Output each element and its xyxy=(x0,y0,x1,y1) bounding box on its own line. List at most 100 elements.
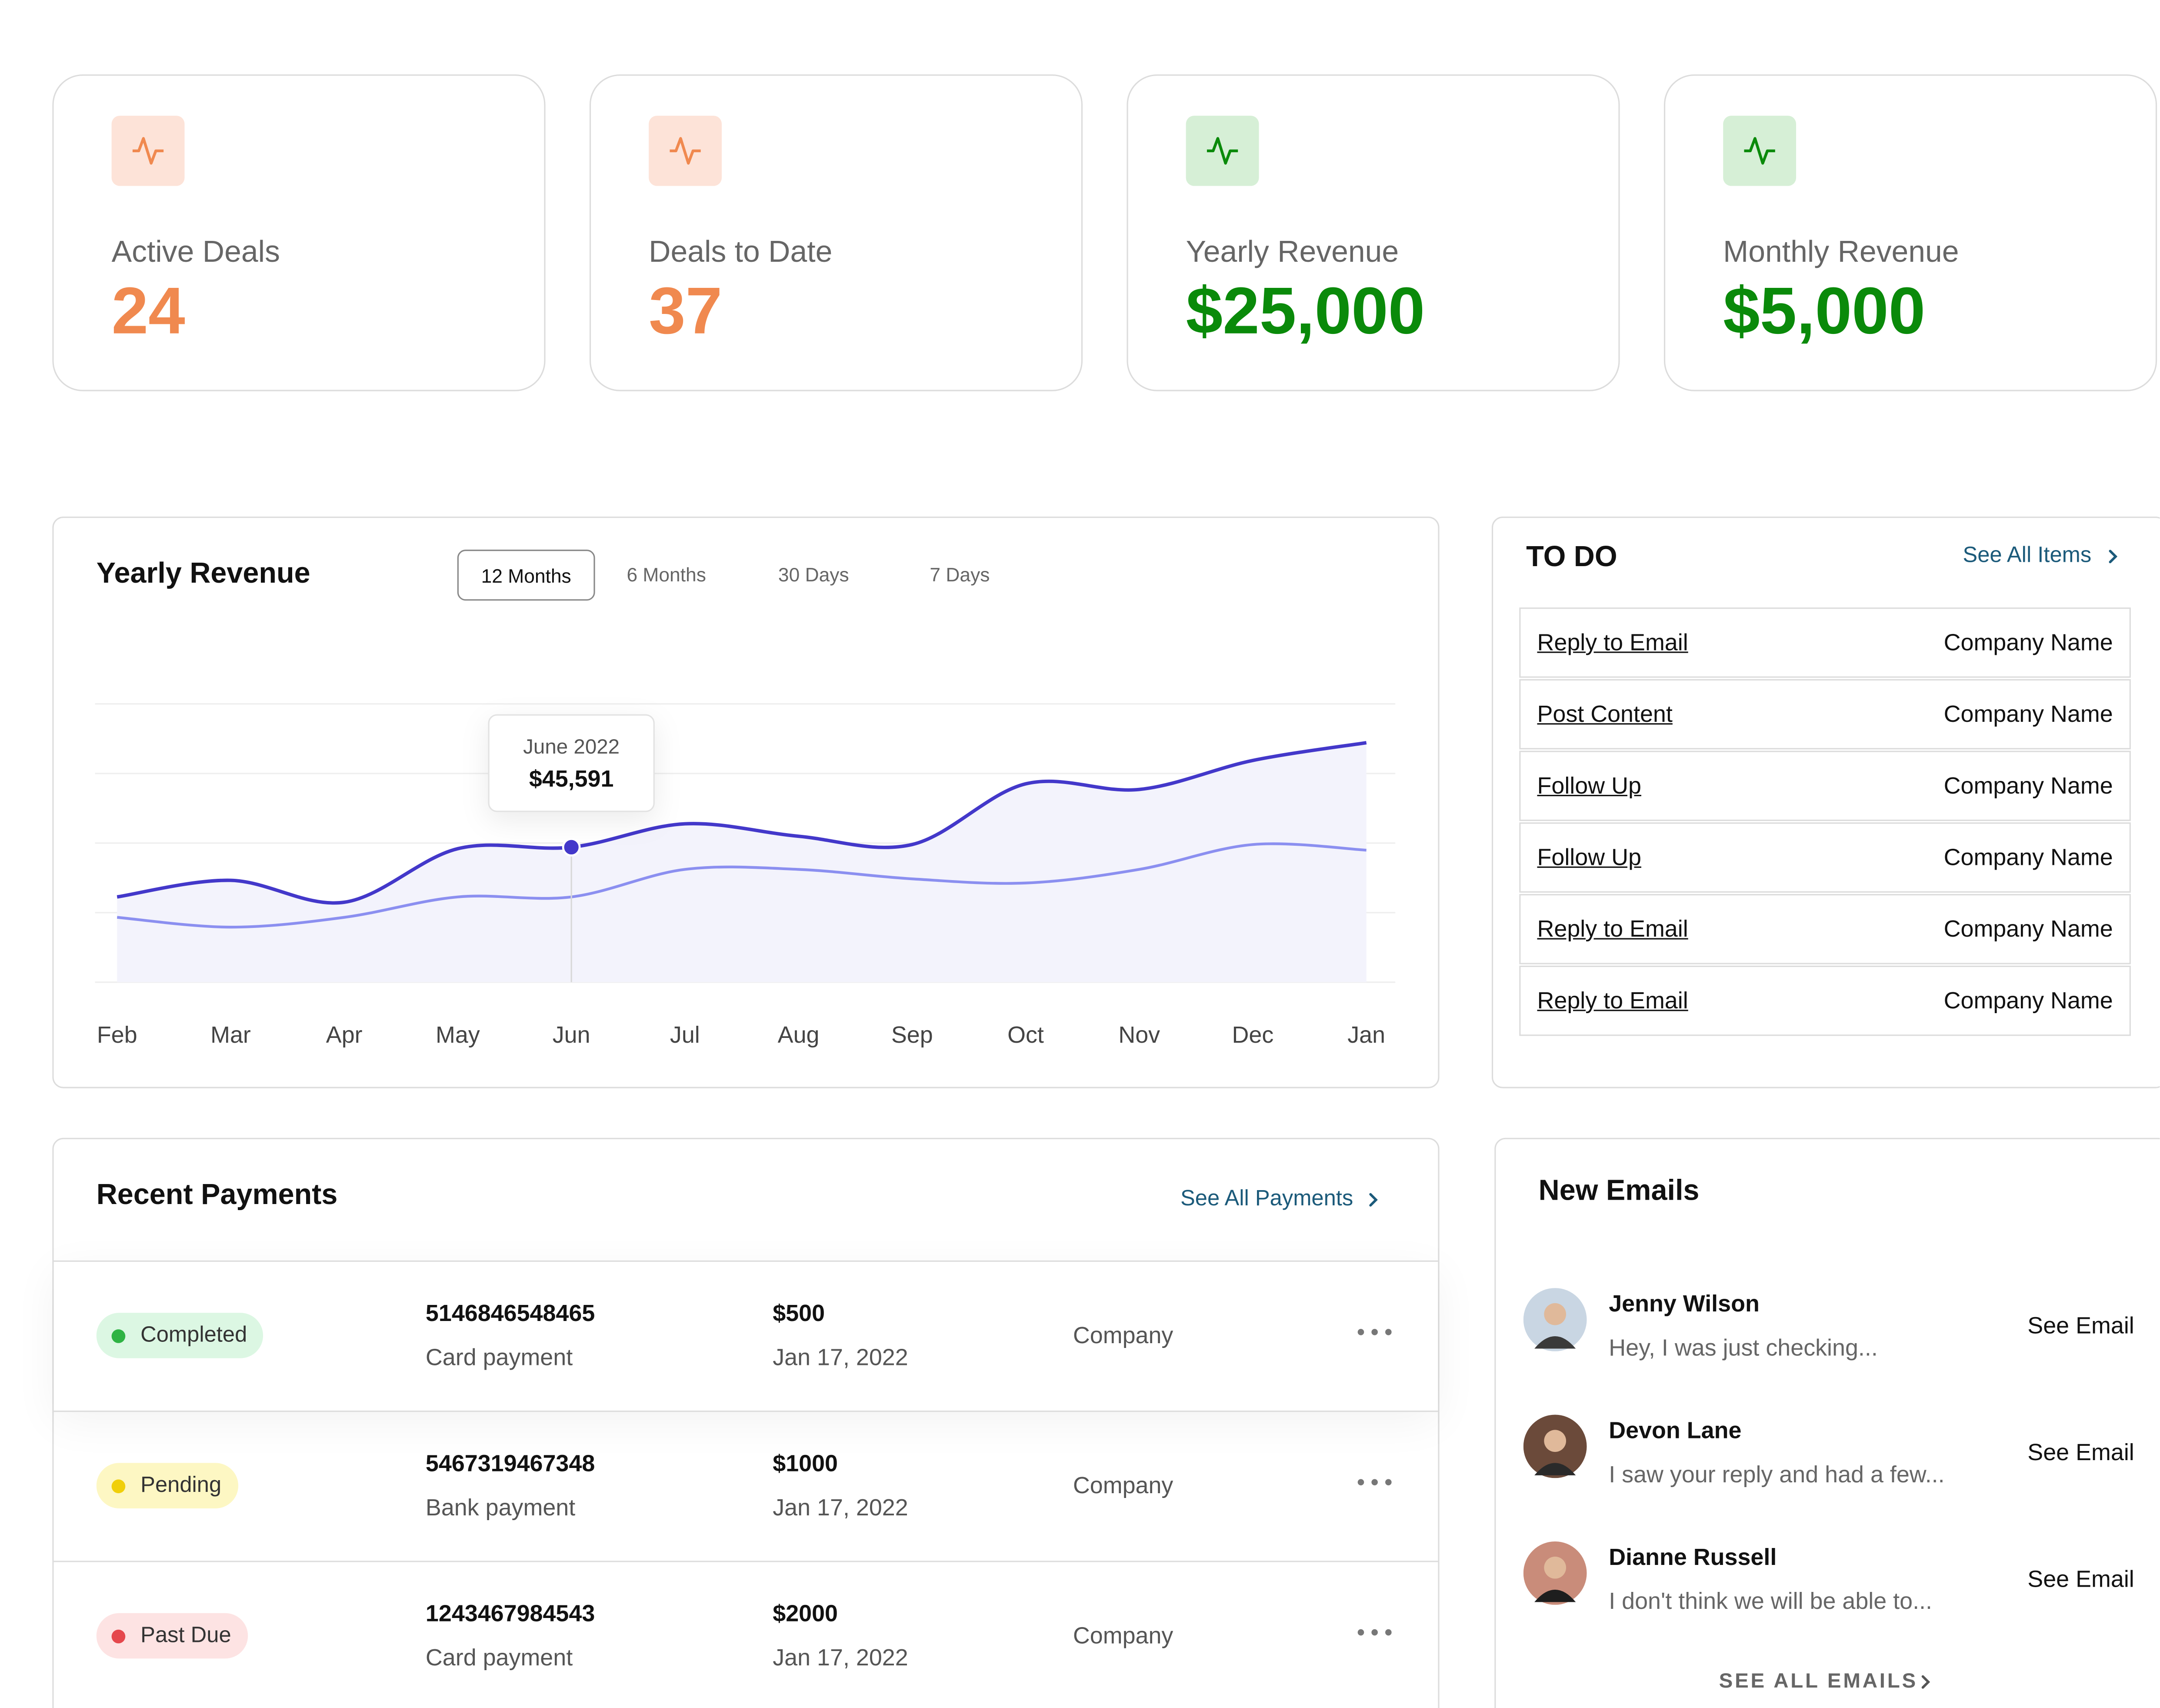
stat-value: 37 xyxy=(649,275,723,349)
x-tick-label: Mar xyxy=(210,1022,251,1048)
dot xyxy=(1385,1329,1392,1335)
dot xyxy=(1385,1479,1392,1486)
stat-value: $5,000 xyxy=(1723,275,1926,349)
email-action[interactable]: See Email xyxy=(2027,1313,2134,1339)
x-tick-label: Dec xyxy=(1232,1022,1274,1048)
line xyxy=(117,842,1367,929)
todo-row: Reply to Email Company Name xyxy=(1519,607,2131,678)
todo-task[interactable]: Follow Up xyxy=(1537,844,1641,871)
stat-label: Yearly Revenue xyxy=(1186,234,1399,269)
range-button[interactable]: 7 Days xyxy=(930,563,990,586)
more-button[interactable] xyxy=(1355,1475,1394,1489)
stat-icon xyxy=(1723,116,1797,186)
point xyxy=(562,838,581,857)
range-button[interactable]: 30 Days xyxy=(778,563,849,586)
todo-company: Company Name xyxy=(1943,844,2113,871)
chevron-icon xyxy=(1921,1675,1930,1689)
email-preview: Hey, I was just checking... xyxy=(1609,1334,1878,1361)
pulse-icon xyxy=(670,137,701,165)
todo-title: TO DO xyxy=(1526,541,1617,573)
avatar-body xyxy=(1534,1336,1576,1349)
payment-amount: $2000 xyxy=(773,1601,838,1627)
stat-icon xyxy=(1186,116,1259,186)
email-sender: Jenny Wilson xyxy=(1609,1291,1760,1317)
todo-row: Reply to Email Company Name xyxy=(1519,894,2131,964)
avatar-head xyxy=(1544,1556,1567,1579)
status-dot xyxy=(111,1629,126,1644)
avatar-body xyxy=(1534,1589,1576,1602)
payment-row: Completed 5146846548465 Card payment $500 Ja… xyxy=(53,1260,1438,1411)
line xyxy=(117,741,1367,905)
x-tick-label: Jun xyxy=(553,1022,590,1048)
tooltip-value: $45,591 xyxy=(529,766,614,792)
payment-date: Jan 17, 2022 xyxy=(773,1344,908,1371)
chart-card: Yearly Revenue 12 Months 6 Months 30 Days 7 … xyxy=(52,517,1440,1088)
payment-company: Company xyxy=(1073,1472,1173,1499)
todo-row: Follow Up Company Name xyxy=(1519,751,2131,821)
status-badge: Completed xyxy=(96,1313,264,1358)
x-tick-label: Feb xyxy=(97,1022,137,1048)
payments-link[interactable]: See All Payments xyxy=(1180,1187,1353,1211)
emails-card: New Emails Jenny Wilson Hey, I was just ch… xyxy=(1494,1138,2160,1708)
pulse-line xyxy=(132,137,164,165)
email-sender: Devon Lane xyxy=(1609,1417,1742,1444)
todo-company: Company Name xyxy=(1943,916,2113,942)
dot xyxy=(1371,1629,1378,1636)
status-dot xyxy=(111,1329,126,1343)
range-button[interactable]: 6 Months xyxy=(627,563,706,586)
x-tick-label: Jul xyxy=(670,1022,700,1048)
todo-card: TO DO See All Items Reply to Email Company … xyxy=(1491,517,2160,1088)
chevron xyxy=(1369,1193,1378,1207)
todo-task[interactable]: Reply to Email xyxy=(1537,987,1688,1014)
payments-title: Recent Payments xyxy=(96,1179,338,1211)
status-dot xyxy=(111,1479,126,1494)
email-action[interactable]: See Email xyxy=(2027,1439,2134,1466)
todo-row: Follow Up Company Name xyxy=(1519,822,2131,893)
payment-amount: $1000 xyxy=(773,1450,838,1477)
stat-card: Yearly Revenue $25,000 xyxy=(1127,74,1620,391)
status-label: Completed xyxy=(140,1324,247,1348)
email-sender: Dianne Russell xyxy=(1609,1544,1777,1571)
status-label: Past Due xyxy=(140,1624,231,1648)
status-badge: Pending xyxy=(96,1463,238,1508)
emails-footer[interactable]: SEE ALL EMAILS xyxy=(1719,1669,1918,1693)
todo-task[interactable]: Post Content xyxy=(1537,701,1673,727)
range-button[interactable]: 12 Months xyxy=(457,550,595,601)
tooltip-title: June 2022 xyxy=(523,735,620,758)
pulse-icon xyxy=(132,137,164,165)
dot xyxy=(1371,1479,1378,1486)
dot xyxy=(1357,1629,1364,1636)
avatar-head xyxy=(1544,1303,1567,1325)
dot xyxy=(1385,1629,1392,1636)
payment-company: Company xyxy=(1073,1622,1173,1649)
payment-company: Company xyxy=(1073,1322,1173,1349)
todo-task[interactable]: Follow Up xyxy=(1537,773,1641,799)
tooltip-box xyxy=(488,714,655,812)
dot xyxy=(1357,1479,1364,1486)
pulse-icon xyxy=(1744,137,1775,165)
stat-icon xyxy=(649,116,722,186)
email-preview: I don't think we will be able to... xyxy=(1609,1588,1932,1615)
payment-method: Card payment xyxy=(425,1344,573,1371)
more-button[interactable] xyxy=(1355,1625,1394,1639)
area xyxy=(117,743,1367,982)
more-button[interactable] xyxy=(1355,1325,1394,1339)
chevron xyxy=(1921,1675,1930,1689)
chart: Feb Mar Apr May Jun Jul Aug Sep Oct Nov Dec Jan June… xyxy=(95,703,1396,1048)
email-action[interactable]: See Email xyxy=(2027,1566,2134,1593)
stat-value: $25,000 xyxy=(1186,275,1425,349)
dot xyxy=(1357,1329,1364,1335)
stat-label: Active Deals xyxy=(111,234,280,269)
todo-task[interactable]: Reply to Email xyxy=(1537,916,1688,942)
todo-task[interactable]: Reply to Email xyxy=(1537,629,1688,656)
payment-date: Jan 17, 2022 xyxy=(773,1645,908,1671)
todo-link[interactable]: See All Items xyxy=(1963,544,2092,568)
payment-date: Jan 17, 2022 xyxy=(773,1494,908,1521)
pulse-line xyxy=(1744,137,1775,165)
chevron-icon xyxy=(2109,550,2118,564)
pulse-icon xyxy=(1207,137,1238,165)
stat-card: Deals to Date 37 xyxy=(589,74,1083,391)
todo-company: Company Name xyxy=(1943,701,2113,727)
